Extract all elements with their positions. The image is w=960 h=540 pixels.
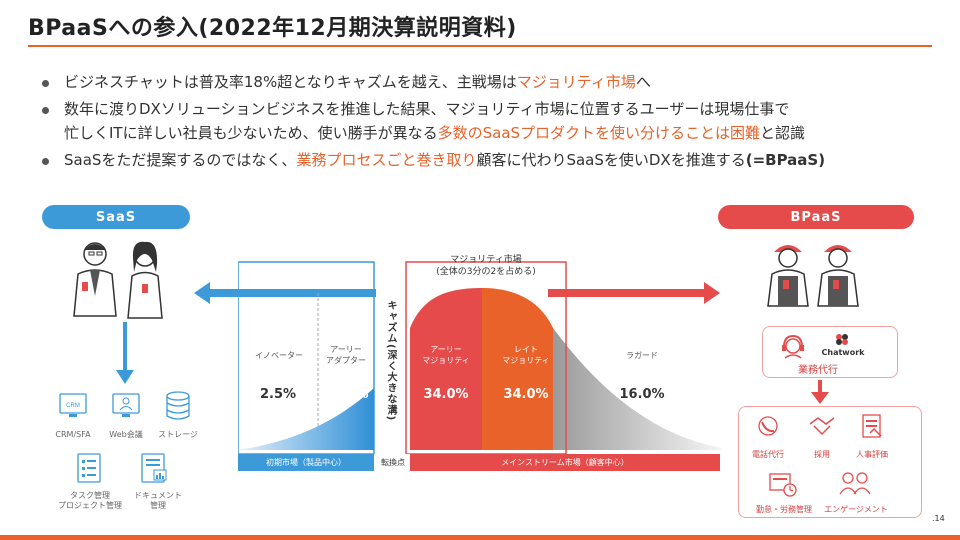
saas-label-pill: SaaS — [42, 205, 190, 229]
page-number: .14 — [932, 514, 945, 523]
footer-accent-bar — [0, 535, 960, 540]
majority-market-title: マジョリティ市場 (全体の3分の2を占める) — [436, 255, 536, 277]
tool-label-task: タスク管理 プロジェクト管理 — [58, 491, 122, 510]
service-staff-illustration — [767, 245, 859, 307]
early-market-bar: 初期市場（製品中心） — [238, 454, 374, 471]
down-arrow-red-icon — [811, 380, 829, 404]
bullet-text: へ — [635, 73, 651, 91]
bullet-text: ビジネスチャットは普及率18%超となりキャズムを越え、主戦場は — [64, 73, 517, 91]
segment-label-early-adopters: アーリー アダプター — [326, 345, 366, 365]
task-label-recruiting: 採用 — [814, 450, 830, 459]
task-label-engagement: エンゲージメント — [824, 505, 888, 514]
bullet-highlight: マジョリティ市場 — [516, 73, 636, 91]
segment-pct-laggards: 16.0% — [619, 387, 665, 402]
storage-icon — [166, 391, 190, 420]
business-outsourcing-label: 業務代行 — [798, 365, 838, 376]
task-label-phone: 電話代行 — [752, 450, 784, 459]
title-divider — [28, 45, 932, 47]
hr-evaluation-icon — [862, 414, 882, 438]
engagement-people-icon — [839, 472, 871, 495]
headset-operator-icon — [782, 334, 804, 359]
bullet-list: ビジネスチャットは普及率18%超となりキャズムを越え、主戦場はマジョリティ市場へ… — [40, 70, 930, 175]
attendance-icon — [769, 473, 797, 497]
crm-icon-text: CRM — [66, 403, 80, 409]
bullet-text: 忙しくITに詳しい社員も少ないため、使い勝手が異なる — [64, 124, 438, 142]
chatwork-logo-icon — [836, 334, 848, 345]
right-arrow-icon — [548, 282, 720, 304]
bullet-text: と認識 — [760, 124, 806, 142]
handshake-icon — [809, 417, 835, 436]
bullet-highlight: 多数のSaaSプロダクトを使い分けることは困難 — [437, 124, 761, 142]
office-workers-illustration — [73, 241, 163, 319]
adoption-curve-chart — [238, 261, 722, 454]
bpaas-label-pill: BPaaS — [718, 205, 914, 229]
down-arrow-icon — [116, 322, 134, 384]
crm-icon: CRM — [59, 393, 87, 417]
mainstream-market-bar: メインストリーム市場（顧客中心） — [410, 454, 720, 471]
task-label-hr-evaluation: 人事評価 — [856, 450, 888, 459]
bullet-text: SaaSをただ提案するのではなく、 — [64, 151, 297, 169]
segment-pct-late-majority: 34.0% — [503, 387, 549, 402]
left-arrow-icon — [194, 282, 376, 304]
outsourced-tasks-box — [738, 406, 922, 518]
segment-label-laggards: ラガード — [626, 351, 658, 360]
document-management-icon — [141, 453, 167, 483]
tool-label-storage: ストレージ — [158, 430, 198, 439]
segment-label-late-majority: レイト マジョリティ — [502, 345, 550, 365]
bullet-bold: (=BPaaS) — [745, 151, 826, 169]
task-management-icon — [77, 453, 101, 483]
chasm-label: キャズム(深く大きな溝) — [385, 300, 396, 422]
business-outsourcing-box — [762, 326, 898, 378]
bullet-item: 数年に渡りDXソリューションビジネスを推進した結果、マジョリティ市場に位置するユ… — [40, 97, 930, 145]
segment-pct-innovators: 2.5% — [259, 387, 297, 402]
tool-label-web-meeting: Web会議 — [109, 430, 143, 439]
chatwork-logo-text: Chatwork — [821, 348, 865, 357]
segment-label-early-majority: アーリー マジョリティ — [422, 345, 470, 365]
phone-agent-icon — [758, 416, 778, 436]
segment-pct-early-adopters: 13.5% — [323, 387, 369, 402]
tool-label-document: ドキュメント 管理 — [134, 491, 182, 510]
page-title: BPaaSへの参入(2022年12月期決算説明資料) — [28, 16, 517, 41]
bullet-highlight: 業務プロセスごと巻き取り — [296, 151, 477, 169]
segment-label-innovators: イノベーター — [255, 351, 303, 360]
web-meeting-icon — [112, 393, 140, 417]
bullet-text: 顧客に代わりSaaSを使いDXを推進する — [476, 151, 746, 169]
bullet-text: 数年に渡りDXソリューションビジネスを推進した結果、マジョリティ市場に位置するユ… — [64, 100, 790, 118]
segment-pct-early-majority: 34.0% — [423, 387, 469, 402]
tool-label-crm: CRM/SFA — [55, 430, 91, 439]
bullet-item: ビジネスチャットは普及率18%超となりキャズムを越え、主戦場はマジョリティ市場へ — [40, 70, 930, 94]
task-label-attendance: 勤怠・労務管理 — [756, 505, 812, 514]
tipping-point-label: 転換点 — [376, 454, 410, 471]
bullet-item: SaaSをただ提案するのではなく、業務プロセスごと巻き取り顧客に代わりSaaSを… — [40, 148, 930, 172]
